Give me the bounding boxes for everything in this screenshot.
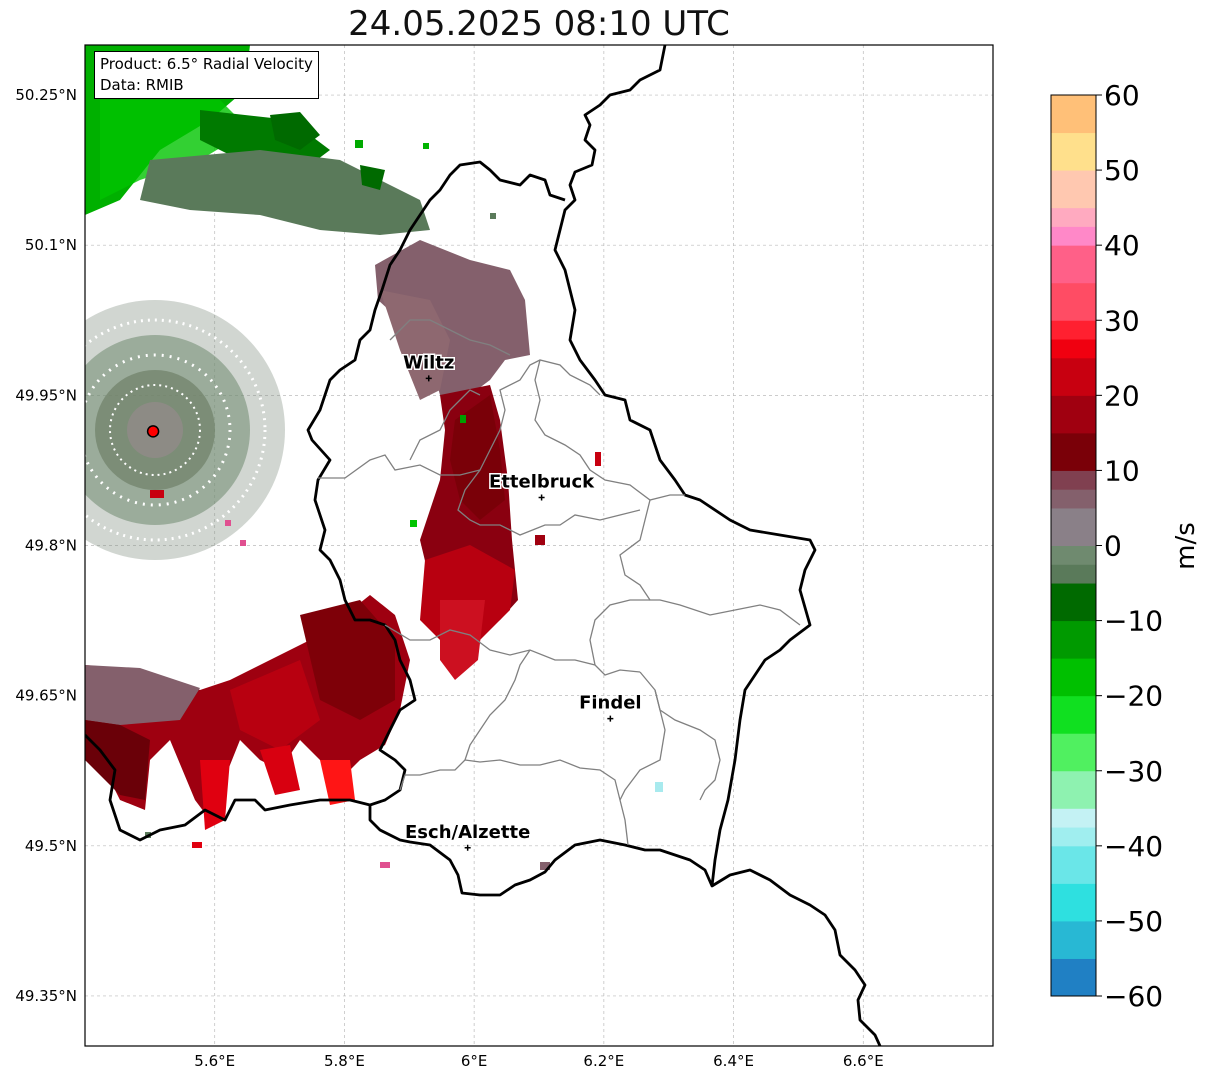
- lat-tick-label: 49.65°N: [15, 687, 77, 705]
- info-source: Data: RMIB: [100, 76, 184, 94]
- lat-tick-label: 49.95°N: [15, 386, 77, 404]
- city-marker: [538, 494, 545, 501]
- echo-scatter: [145, 140, 663, 870]
- echo-central-band: [375, 240, 530, 680]
- city-marker: [464, 844, 471, 851]
- lon-tick-label: 5.8°E: [324, 1052, 365, 1070]
- axis-ticks: 5.6°E 5.8°E 6°E 6.2°E 6.4°E 6.6°E 50.25°N 50.1°…: [15, 86, 883, 1070]
- radar-site-marker: [146, 425, 160, 438]
- echo-southwest-band: [85, 595, 410, 830]
- map-frame: [84, 44, 994, 1047]
- lat-tick-label: 49.8°N: [25, 537, 77, 555]
- lon-tick-label: 6.4°E: [713, 1052, 754, 1070]
- lon-tick-label: 5.6°E: [194, 1052, 235, 1070]
- city-label: Esch/Alzette: [405, 822, 530, 843]
- city-marker: [607, 715, 614, 722]
- south-border: [85, 734, 371, 842]
- city-label: Findel: [579, 693, 642, 714]
- info-product: Product: 6.5° Radial Velocity: [100, 55, 313, 73]
- lon-tick-label: 6.2°E: [583, 1052, 624, 1070]
- east-border-south: [711, 868, 882, 1046]
- city-label: Ettelbruck: [489, 471, 595, 492]
- city-marker: [425, 375, 432, 382]
- echo-radar-ring: [85, 300, 285, 560]
- canton-borders: [318, 319, 801, 846]
- info-box: Product: 6.5° Radial Velocity Data: RMIB: [94, 51, 319, 99]
- lat-tick-label: 50.25°N: [15, 86, 77, 104]
- map-title: 24.05.2025 08:10 UTC: [348, 4, 730, 44]
- city-labels: Wiltz Ettelbruck Findel Esch/Alzette: [402, 351, 643, 851]
- lat-tick-label: 49.5°N: [25, 837, 77, 855]
- lat-tick-label: 50.1°N: [25, 236, 77, 254]
- lat-tick-label: 49.35°N: [15, 987, 77, 1005]
- city-label: Wiltz: [403, 352, 454, 373]
- luxembourg-border: [306, 45, 817, 897]
- lon-tick-label: 6.6°E: [843, 1052, 884, 1070]
- lon-tick-label: 6°E: [461, 1052, 488, 1070]
